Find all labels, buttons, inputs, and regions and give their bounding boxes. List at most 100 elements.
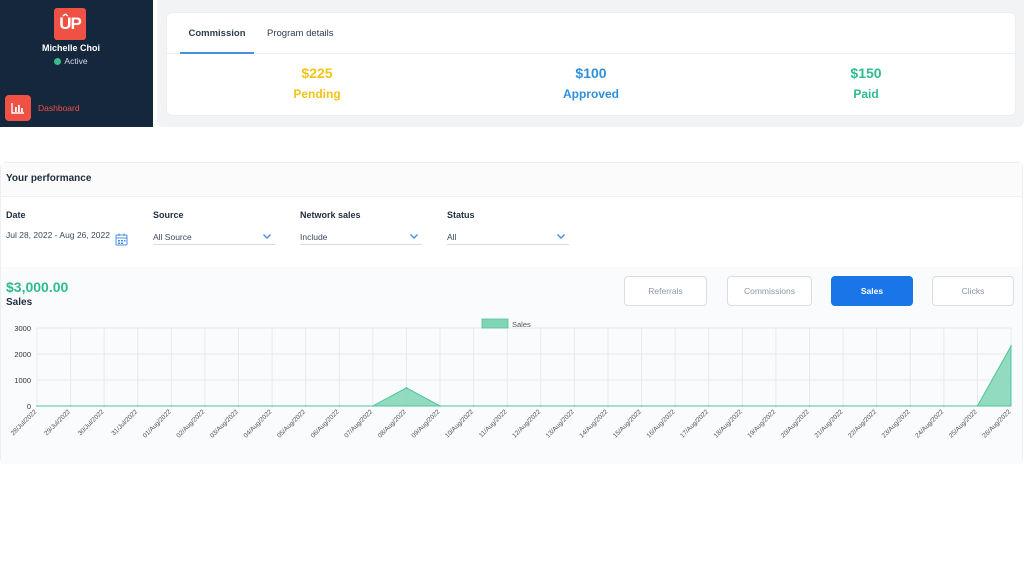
data-point bbox=[372, 405, 374, 407]
stat-label: Pending bbox=[293, 87, 341, 101]
performance-header: Your performance bbox=[1, 163, 1022, 197]
data-point bbox=[338, 405, 341, 407]
date-range-input[interactable]: Jul 28, 2022 - Aug 26, 2022 bbox=[6, 230, 110, 240]
status-dot-icon bbox=[54, 58, 62, 65]
date-filter-label: Date bbox=[6, 210, 26, 220]
sales-total-label: Sales bbox=[6, 297, 33, 308]
chevron-down-icon bbox=[263, 234, 271, 239]
x-tick-label: 13/Aug/2022 bbox=[545, 408, 576, 439]
sidebar-item-label: Dashboard bbox=[38, 103, 80, 113]
data-point bbox=[204, 405, 206, 407]
chart-area: $3,000.00 Sales Referrals Commissions Sa… bbox=[1, 267, 1022, 464]
tab-program-details[interactable]: Program details bbox=[267, 28, 334, 39]
source-select-value: All Source bbox=[153, 232, 192, 242]
tab-commission[interactable]: Commission bbox=[180, 13, 254, 54]
x-tick-label: 01/Aug/2022 bbox=[142, 408, 173, 439]
data-point bbox=[103, 405, 105, 407]
commission-tabs: Commission Program details bbox=[167, 13, 1015, 54]
x-tick-label: 04/Aug/2022 bbox=[242, 408, 273, 439]
y-tick-label: 3000 bbox=[14, 324, 31, 333]
user-name: Michelle Choi bbox=[41, 43, 100, 53]
data-point bbox=[943, 405, 945, 407]
data-point bbox=[506, 405, 509, 407]
data-point bbox=[875, 405, 878, 407]
stat-value: $100 bbox=[575, 65, 607, 81]
x-tick-label: 26/Aug/2022 bbox=[981, 408, 1012, 439]
series-sales-area bbox=[37, 344, 1012, 407]
sales-chart: 0 1000 2000 3000 28/Jul/2022 29/Jul/2022 30/Ju… bbox=[10, 318, 1013, 439]
status-select[interactable]: All bbox=[447, 231, 569, 245]
calendar-icon[interactable] bbox=[115, 233, 128, 246]
data-point bbox=[842, 405, 844, 407]
data-point bbox=[237, 405, 240, 407]
stat-label: Approved bbox=[562, 87, 619, 101]
stat-approved: $100 Approved bbox=[511, 65, 671, 101]
stat-paid: $150 Paid bbox=[786, 65, 946, 101]
data-point bbox=[808, 405, 811, 407]
x-tick-label: 15/Aug/2022 bbox=[612, 408, 643, 439]
sales-button[interactable]: Sales bbox=[831, 276, 913, 306]
date-filter: Date Jul 28, 2022 - Aug 26, 2022 bbox=[6, 210, 128, 243]
x-tick-label: 08/Aug/2022 bbox=[377, 408, 408, 439]
data-point bbox=[69, 405, 72, 407]
data-point bbox=[775, 405, 777, 407]
stat-label: Paid bbox=[853, 87, 879, 101]
x-tick-label: 02/Aug/2022 bbox=[175, 408, 206, 439]
x-tick-label: 17/Aug/2022 bbox=[679, 408, 710, 439]
stat-pending: $225 Pending bbox=[237, 65, 397, 101]
y-tick-label: 2000 bbox=[14, 350, 31, 359]
legend-label: Sales bbox=[512, 320, 531, 329]
data-point bbox=[472, 405, 475, 407]
data-point bbox=[674, 405, 676, 407]
x-tick-label: 03/Aug/2022 bbox=[209, 408, 240, 439]
x-tick-label: 14/Aug/2022 bbox=[578, 408, 609, 439]
y-tick-label: 0 bbox=[27, 402, 31, 411]
commission-card: Commission Program details $225 Pending … bbox=[166, 12, 1016, 116]
x-tick-label: 29/Jul/2022 bbox=[43, 408, 72, 437]
data-point bbox=[405, 387, 408, 389]
x-tick-label: 24/Aug/2022 bbox=[914, 408, 945, 439]
data-point bbox=[1010, 345, 1012, 347]
data-point bbox=[539, 405, 542, 407]
x-tick-label: 23/Aug/2022 bbox=[881, 408, 912, 439]
status-filter: Status All bbox=[447, 210, 569, 245]
x-tick-label: 19/Aug/2022 bbox=[746, 408, 777, 439]
performance-panel: Your performance Date Jul 28, 2022 - Aug… bbox=[0, 162, 1023, 464]
legend-swatch bbox=[481, 318, 509, 329]
sidebar-item-dashboard[interactable]: Dashboard bbox=[5, 94, 145, 122]
bar-chart-icon bbox=[5, 95, 31, 121]
source-filter: Source All Source bbox=[153, 210, 275, 245]
x-tick-label: 05/Aug/2022 bbox=[276, 408, 307, 439]
x-tick-label: 11/Aug/2022 bbox=[478, 408, 509, 439]
data-point bbox=[136, 405, 139, 407]
stat-value: $225 bbox=[301, 65, 333, 81]
data-point bbox=[271, 405, 273, 407]
data-point bbox=[707, 405, 710, 407]
stat-value: $150 bbox=[850, 65, 882, 81]
clicks-button[interactable]: Clicks bbox=[932, 276, 1014, 306]
data-point bbox=[439, 405, 441, 407]
network-sales-select-value: Include bbox=[300, 232, 328, 242]
x-tick-label: 10/Aug/2022 bbox=[444, 408, 475, 439]
status-select-value: All bbox=[447, 232, 457, 242]
data-point bbox=[573, 405, 576, 407]
data-point bbox=[36, 405, 38, 407]
data-point bbox=[976, 405, 979, 407]
x-tick-label: 16/Aug/2022 bbox=[646, 408, 677, 439]
commissions-button[interactable]: Commissions bbox=[727, 276, 812, 306]
network-sales-filter-label: Network sales bbox=[300, 210, 361, 220]
x-tick-label: 28/Jul/2022 bbox=[10, 408, 39, 437]
referrals-button[interactable]: Referrals bbox=[624, 276, 707, 306]
x-tick-label: 30/Jul/2022 bbox=[77, 408, 106, 437]
x-tick-label: 20/Aug/2022 bbox=[780, 408, 811, 439]
sales-total: $3,000.00 bbox=[6, 279, 69, 295]
source-filter-label: Source bbox=[153, 210, 184, 220]
app-logo[interactable]: ÛP bbox=[54, 8, 86, 40]
x-tick-label: 31/Jul/2022 bbox=[110, 408, 139, 437]
x-tick-label: 18/Aug/2022 bbox=[713, 408, 744, 439]
x-tick-label: 12/Aug/2022 bbox=[511, 408, 542, 439]
data-point bbox=[640, 405, 643, 407]
network-sales-select[interactable]: Include bbox=[300, 231, 422, 245]
sidebar: ÛP Michelle Choi Active Dashboard bbox=[0, 0, 153, 127]
source-select[interactable]: All Source bbox=[153, 231, 275, 245]
